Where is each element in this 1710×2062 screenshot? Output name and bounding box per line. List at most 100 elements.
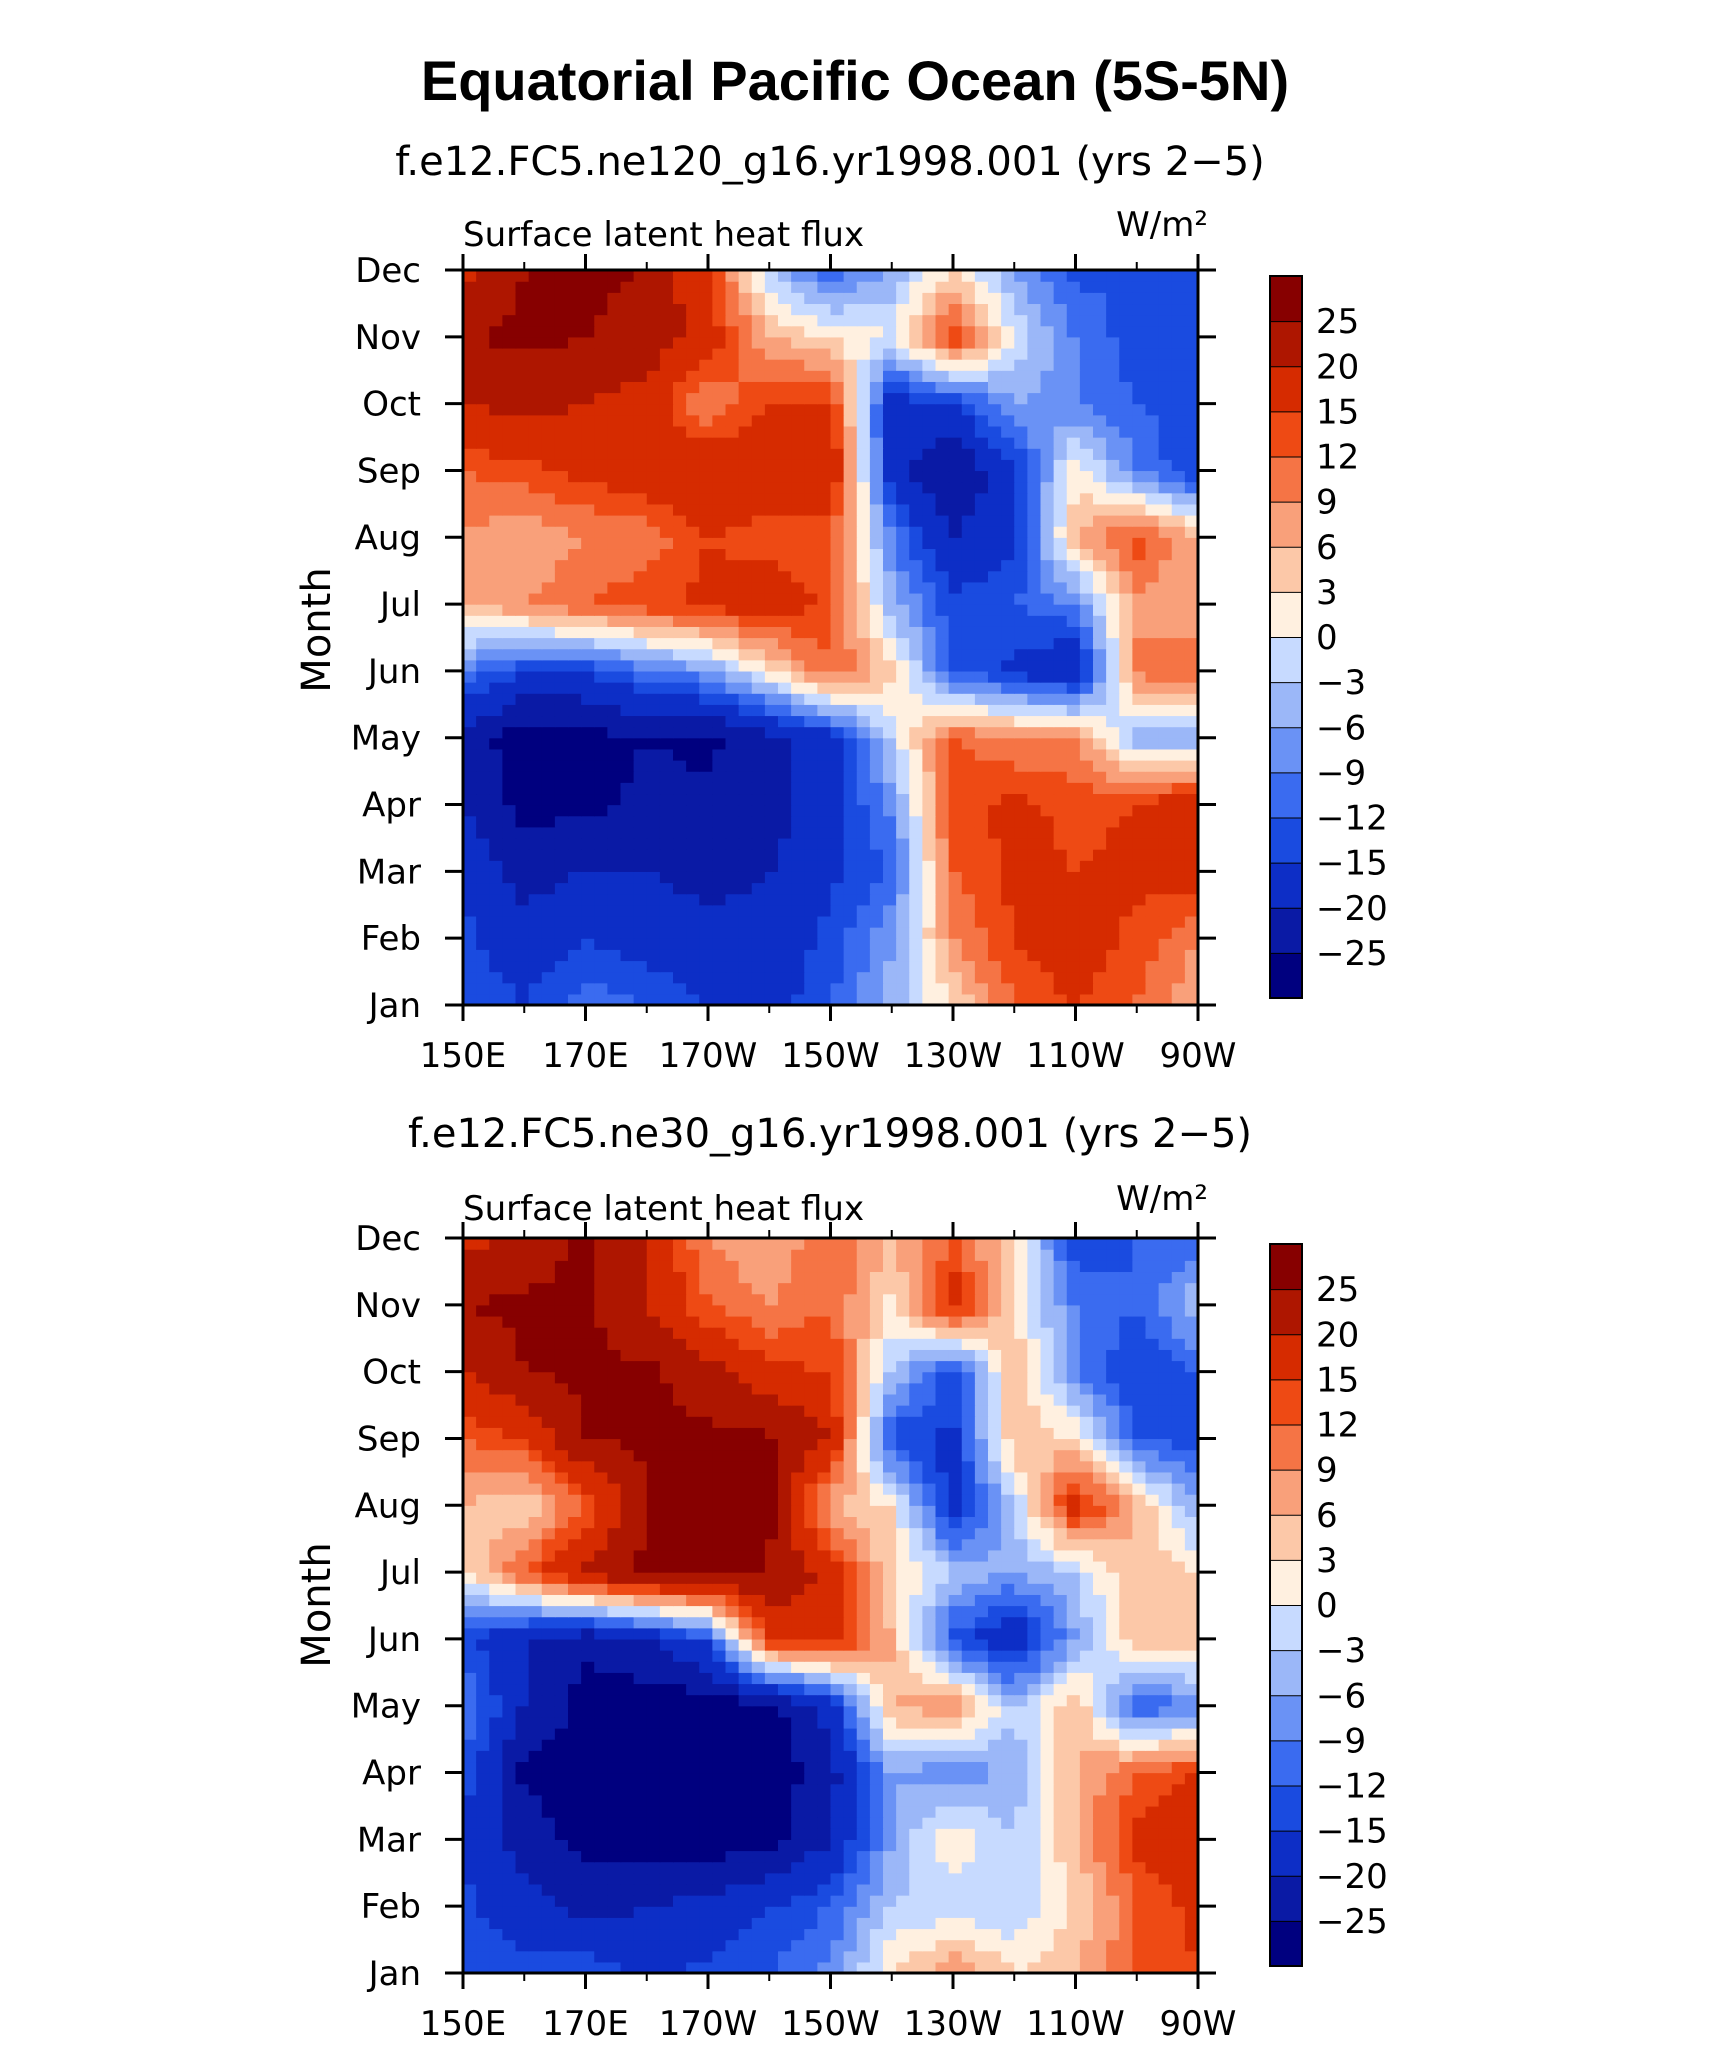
heatmap-cell: [633, 425, 648, 438]
heatmap-cell: [896, 370, 910, 382]
heatmap-cell: [1106, 860, 1120, 872]
heatmap-cell: [1132, 381, 1147, 394]
heatmap-cell: [778, 648, 792, 661]
heatmap-cell: [830, 503, 845, 516]
heatmap-cell: [528, 737, 543, 750]
heatmap-cell: [633, 715, 648, 728]
heatmap-cell: [515, 526, 530, 538]
heatmap-cell: [686, 1906, 700, 1918]
heatmap-cell: [1145, 860, 1160, 872]
heatmap-cell: [974, 459, 989, 472]
heatmap-cell: [1014, 1783, 1028, 1796]
heatmap-cell: [961, 1750, 976, 1763]
heatmap-cell: [686, 615, 700, 627]
heatmap-cell: [896, 693, 910, 705]
heatmap-cell: [633, 503, 648, 516]
heatmap-cell: [646, 1850, 661, 1863]
heatmap-cell: [568, 392, 582, 405]
heatmap-cell: [554, 347, 569, 360]
heatmap-cell: [1158, 1805, 1173, 1818]
heatmap-cell: [1171, 715, 1186, 728]
heatmap-cell: [712, 370, 727, 382]
heatmap-cell: [922, 1906, 937, 1918]
heatmap-cell: [476, 1739, 490, 1751]
heatmap-cell: [791, 1839, 805, 1852]
heatmap-cell: [502, 626, 517, 639]
heatmap-cell: [1184, 1772, 1199, 1785]
heatmap-cell: [751, 1961, 766, 1974]
heatmap-cell: [633, 826, 648, 839]
heatmap-cell: [1066, 826, 1081, 839]
heatmap-cell: [699, 448, 713, 460]
heatmap-cell: [489, 1750, 503, 1763]
heatmap-cell: [843, 804, 858, 817]
heatmap-cell: [791, 303, 805, 316]
heatmap-cell: [896, 470, 910, 483]
heatmap-cell: [502, 515, 517, 527]
heatmap-cell: [1066, 871, 1081, 884]
heatmap-cell: [1132, 448, 1147, 460]
heatmap-cell: [515, 993, 530, 1006]
heatmap-cell: [1001, 347, 1015, 360]
heatmap-cell: [1066, 392, 1081, 405]
heatmap-cell: [1145, 403, 1160, 416]
heatmap-cell: [1093, 1794, 1107, 1807]
heatmap-cell: [1014, 726, 1028, 739]
heatmap-cell: [817, 793, 832, 806]
heatmap-cell: [568, 425, 582, 438]
heatmap-cell: [896, 871, 910, 884]
heatmap-cell: [1066, 1783, 1081, 1796]
heatmap-cell: [1132, 515, 1147, 527]
colorbar-swatch: [1269, 546, 1303, 593]
heatmap-cell: [896, 993, 910, 1006]
heatmap-cell: [1079, 982, 1094, 995]
heatmap-cell: [791, 1906, 805, 1918]
heatmap-cell: [541, 737, 556, 750]
heatmap-cell: [1014, 748, 1028, 761]
heatmap-cell: [974, 615, 989, 627]
heatmap-cell: [1106, 1805, 1120, 1818]
heatmap-cell: [463, 537, 477, 550]
heatmap-cell: [751, 481, 766, 494]
heatmap-cell: [1093, 704, 1107, 717]
heatmap-cell: [1171, 904, 1186, 917]
heatmap-cell: [909, 748, 923, 761]
heatmap-cell: [883, 971, 897, 984]
heatmap-cell: [1027, 637, 1042, 650]
heatmap-cell: [974, 526, 989, 538]
heatmap-cell: [633, 849, 648, 861]
heatmap-cell: [646, 1828, 661, 1840]
heatmap-cell: [961, 548, 976, 561]
heatmap-cell: [1027, 1783, 1042, 1796]
heatmap-cell: [659, 1850, 674, 1863]
heatmap-cell: [830, 927, 845, 939]
heatmap-cell: [843, 849, 858, 861]
heatmap-cell: [686, 726, 700, 739]
heatmap-cell: [896, 425, 910, 438]
heatmap-cell: [1001, 971, 1015, 984]
heatmap-cell: [1171, 659, 1186, 672]
heatmap-cell: [778, 815, 792, 828]
heatmap-cell: [502, 370, 517, 382]
heatmap-cell: [646, 960, 661, 973]
heatmap-cell: [502, 726, 517, 739]
heatmap-cell: [712, 359, 727, 371]
heatmap-cell: [1106, 626, 1120, 639]
heatmap-cell: [1171, 537, 1186, 550]
heatmap-cell: [804, 1794, 818, 1807]
heatmap-cell: [581, 782, 595, 795]
heatmap-cell: [594, 604, 608, 616]
heatmap-cell: [1066, 837, 1081, 850]
heatmap-cell: [909, 849, 923, 861]
heatmap-cell: [869, 1772, 884, 1785]
heatmap-cell: [1093, 648, 1107, 661]
heatmap-cell: [974, 960, 989, 973]
heatmap-cell: [554, 1883, 569, 1896]
heatmap-cell: [738, 392, 753, 405]
heatmap-cell: [607, 837, 622, 850]
heatmap-cell: [515, 548, 530, 561]
heatmap-cell: [817, 604, 832, 616]
heatmap-cell: [778, 704, 792, 717]
heatmap-cell: [935, 915, 950, 928]
heatmap-cell: [463, 782, 477, 795]
